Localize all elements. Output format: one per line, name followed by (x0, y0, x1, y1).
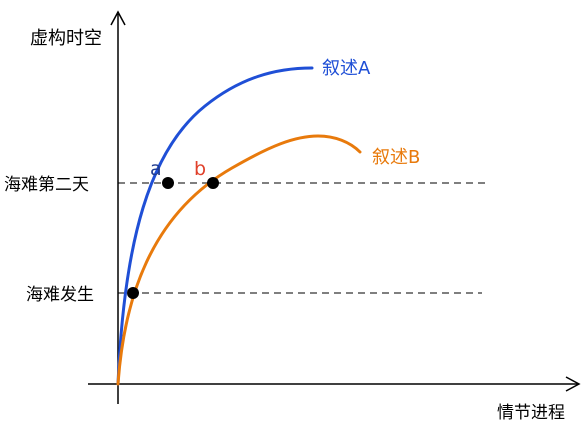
x-axis-arrowhead (565, 376, 581, 392)
level-label-second-day: 海难第二天 (4, 175, 89, 195)
point-label-a: a (150, 158, 162, 180)
point-b (207, 177, 219, 189)
curve-narrative-a (116, 66, 314, 386)
point-a (162, 177, 174, 189)
curve-label-b: 叙述B (372, 147, 420, 168)
point-label-b: b (194, 158, 206, 180)
y-axis-label: 虚构时空 (30, 28, 102, 49)
y-axis-arrowhead (110, 10, 126, 26)
level-label-shipwreck: 海难发生 (26, 285, 94, 305)
x-axis-label: 情节进程 (497, 403, 565, 423)
curve-label-a: 叙述A (322, 58, 371, 79)
point-shipwreck (127, 287, 139, 299)
